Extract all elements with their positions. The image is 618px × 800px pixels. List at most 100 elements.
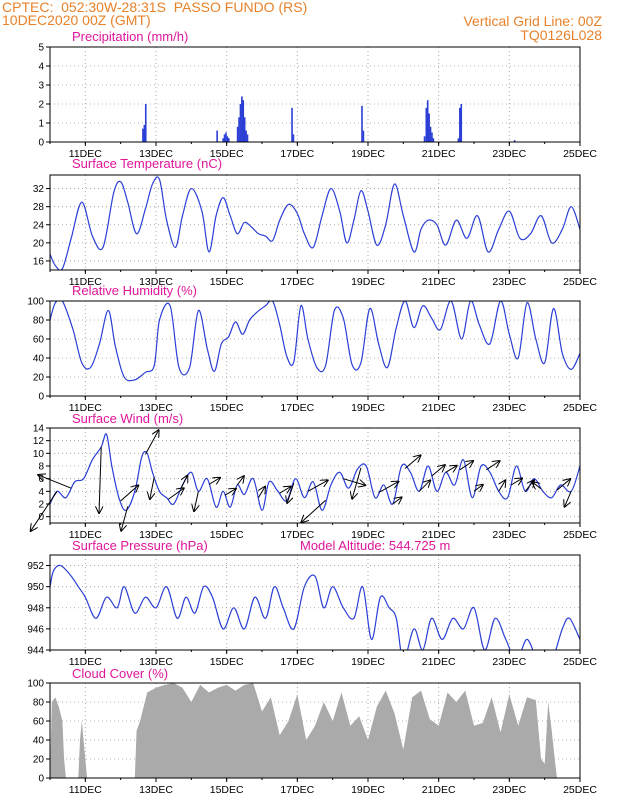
- wind-arrow: [307, 480, 328, 492]
- x-tick-label: 25DEC: [563, 656, 597, 668]
- x-tick-label: 23DEC: [492, 276, 526, 288]
- x-tick-label: 21DEC: [422, 276, 456, 288]
- precip-bar: [432, 138, 435, 142]
- precip-bar: [246, 134, 249, 142]
- wind-arrow: [473, 485, 483, 492]
- wind-arrow: [352, 467, 362, 499]
- temp-line: [50, 176, 580, 270]
- y-tick-label: 3: [38, 81, 44, 92]
- wind-arrow: [459, 461, 473, 471]
- pressure-frame: [49, 554, 581, 651]
- precip-bar: [143, 124, 146, 142]
- x-tick-label: 13DEC: [139, 276, 173, 288]
- y-tick-label: 950: [27, 582, 44, 593]
- precip-bar: [238, 117, 240, 142]
- wind-arrow: [150, 476, 154, 499]
- y-tick-label: 0: [38, 138, 44, 149]
- wind-arrow: [180, 476, 188, 490]
- y-tick-label: 6: [38, 474, 44, 485]
- precip-bar: [291, 107, 293, 142]
- y-tick-label: 40: [33, 736, 45, 747]
- precip-bar: [227, 138, 230, 142]
- y-tick-label: 948: [27, 603, 44, 614]
- precip-series: [142, 96, 516, 142]
- precip-bar: [216, 130, 218, 142]
- wind-arrow: [144, 430, 158, 455]
- header-grid-note: Vertical Grid Line: 00Z: [463, 13, 602, 29]
- x-tick-label: 25DEC: [563, 402, 597, 414]
- wind-arrow: [168, 488, 183, 500]
- y-tick-label: 2: [38, 100, 44, 111]
- wind-arrow: [31, 491, 58, 531]
- x-tick-label: 23DEC: [492, 656, 526, 668]
- precip-bar: [242, 100, 245, 142]
- x-tick-label: 19DEC: [351, 784, 385, 796]
- cloud-series: [50, 683, 580, 778]
- x-tick-label: 15DEC: [210, 529, 244, 541]
- y-tick-label: 944: [27, 646, 44, 657]
- wind-arrow: [301, 499, 326, 522]
- y-tick-label: 100: [27, 297, 44, 308]
- rh-frame: [49, 300, 581, 397]
- model-altitude-label: Model Altitude: 544.725 m: [300, 538, 450, 553]
- wind-arrow: [556, 479, 570, 491]
- x-tick-label: 23DEC: [492, 529, 526, 541]
- precip-bar: [222, 138, 224, 142]
- wind-arrow: [279, 487, 291, 494]
- temp-panel: Surface Temperature (nC) 16 20 24 28 32 11DEC 1…: [33, 156, 597, 288]
- y-tick-label: 32: [33, 184, 45, 195]
- wind-arrow: [532, 482, 542, 489]
- wind-arrow: [121, 506, 129, 531]
- y-tick-label: 80: [33, 316, 45, 327]
- precip-bar: [362, 130, 365, 142]
- precip-bar: [243, 117, 246, 142]
- wind-arrow: [445, 466, 457, 473]
- y-tick-label: 28: [33, 202, 45, 213]
- precip-bar: [239, 104, 242, 142]
- wind-arrow: [418, 480, 430, 492]
- wind-arrow: [208, 478, 220, 485]
- precip-bar: [142, 128, 144, 142]
- precip-title: Precipitation (mm/h): [72, 29, 188, 44]
- y-tick-label: 20: [33, 373, 45, 384]
- y-tick-label: 16: [33, 256, 45, 267]
- x-tick-label: 11DEC: [69, 529, 102, 541]
- precip-bar: [429, 126, 432, 142]
- temp-series: [50, 176, 580, 270]
- wind-title: Surface Wind (m/s): [72, 411, 183, 426]
- wind-arrow: [343, 478, 365, 486]
- x-tick-label: 11DEC: [69, 276, 102, 288]
- x-tick-label: 17DEC: [280, 276, 314, 288]
- precip-bar: [241, 96, 243, 142]
- pressure-series: [50, 564, 580, 650]
- precip-bar: [457, 138, 460, 142]
- y-tick-label: 2: [38, 500, 44, 511]
- y-tick-label: 100: [27, 679, 44, 690]
- wind-arrow: [565, 491, 572, 506]
- y-tick-label: 0: [38, 512, 44, 523]
- y-tick-label: 80: [33, 698, 45, 709]
- precip-bar: [225, 132, 227, 142]
- x-tick-label: 25DEC: [563, 784, 597, 796]
- cloud-title: Cloud Cover (%): [72, 666, 168, 681]
- precip-bar: [423, 136, 426, 142]
- wind-arrow: [120, 485, 139, 502]
- x-tick-label: 13DEC: [139, 402, 173, 414]
- y-tick-label: 4: [38, 62, 44, 73]
- y-tick-label: 0: [38, 774, 44, 785]
- precip-bar: [428, 113, 430, 142]
- x-tick-label: 23DEC: [492, 148, 526, 160]
- x-tick-label: 17DEC: [280, 784, 314, 796]
- x-tick-label: 21DEC: [422, 402, 456, 414]
- x-tick-label: 15DEC: [210, 402, 244, 414]
- precip-bar: [459, 107, 461, 142]
- x-tick-label: 21DEC: [422, 148, 456, 160]
- y-tick-label: 8: [38, 462, 44, 473]
- header-station: CPTEC: 052:30W-28:31S PASSO FUNDO (RS): [2, 0, 308, 15]
- wind-frame: [49, 427, 581, 524]
- x-tick-label: 19DEC: [351, 656, 385, 668]
- wind-arrow: [510, 478, 522, 485]
- x-tick-label: 15DEC: [210, 784, 244, 796]
